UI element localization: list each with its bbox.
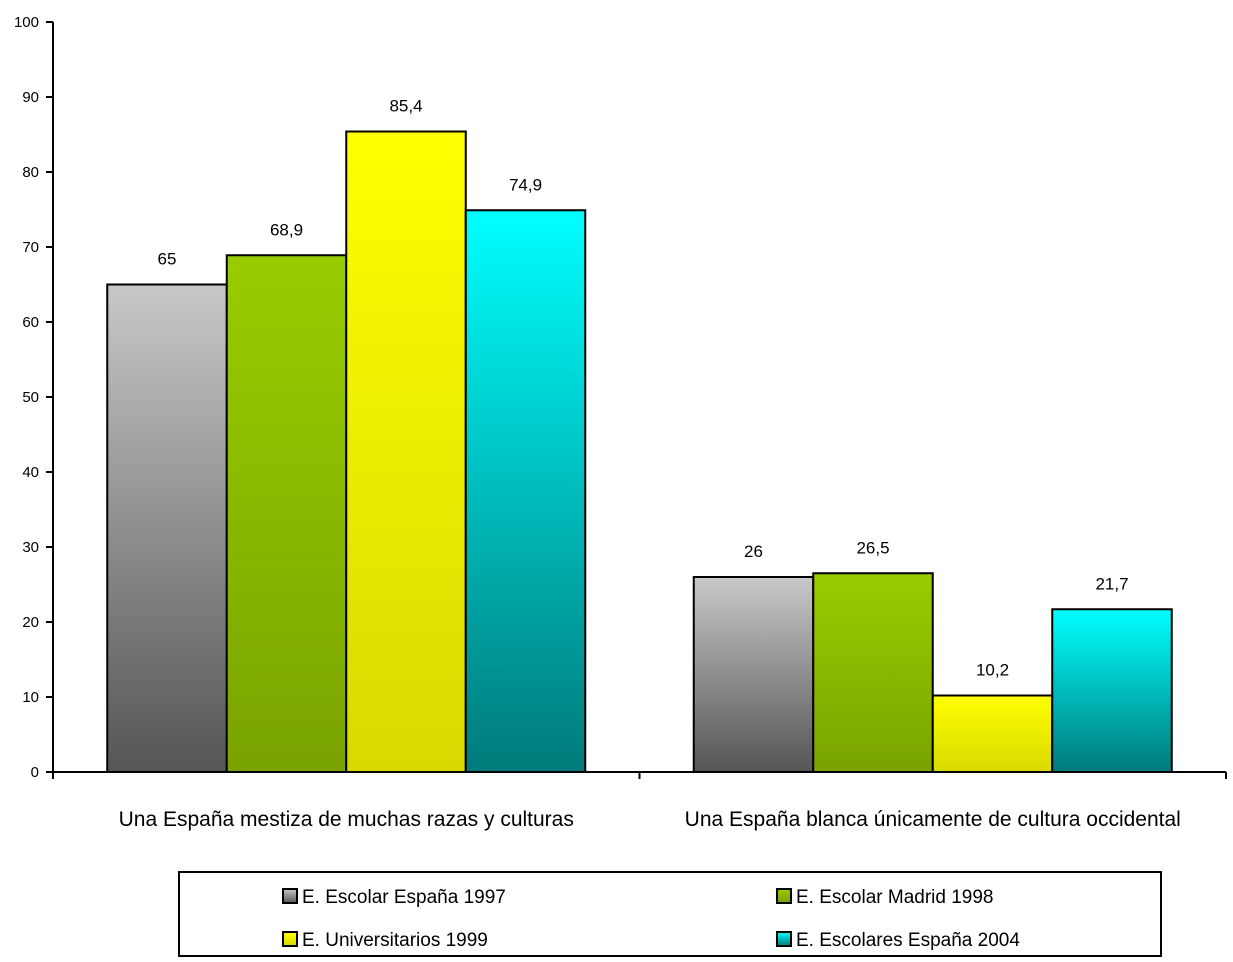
bar-1-cat-1 [106,283,228,773]
legend-swatch-3 [282,931,298,947]
bar-3-cat-2 [931,694,1054,773]
data-label-1-cat-1: 65 [158,250,177,269]
data-label-4-cat-2: 21,7 [1095,574,1128,593]
y-tick-label: 50 [22,389,39,406]
legend-label-1: E. Escolar España 1997 [302,887,506,908]
y-tick-label: 0 [31,764,39,781]
y-tick-label: 60 [22,314,39,331]
axes: Una España mestiza de muchas razas y cul… [14,14,1227,831]
x-tick-label-2: Una España blanca únicamente de cultura … [685,808,1181,831]
y-tick-label: 20 [22,614,39,631]
y-tick-label: 80 [22,164,39,181]
bar-4-cat-1 [464,209,587,773]
data-label-3-cat-2: 10,2 [976,661,1009,680]
bars-layer [106,130,1173,773]
bar-3-cat-1 [345,130,467,773]
y-tick-label: 30 [22,539,39,556]
y-tick-label: 90 [22,89,39,106]
legend-swatch-2 [776,888,792,904]
legend: E. Escolar España 1997 E. Escolar Madrid … [178,871,1162,957]
bar-4-cat-2 [1051,608,1173,773]
legend-label-4: E. Escolares España 2004 [796,930,1020,951]
y-tick-label: 100 [14,14,39,31]
data-label-4-cat-1: 74,9 [509,175,542,194]
y-tick-label: 10 [22,689,39,706]
data-labels: 65 68,9 85,4 74,9 26 26,5 10,2 21,7 [158,97,1129,680]
legend-label-3: E. Universitarios 1999 [302,930,488,951]
data-label-3-cat-1: 85,4 [389,97,422,116]
legend-label-2: E. Escolar Madrid 1998 [796,887,994,908]
data-label-1-cat-2: 26 [744,542,763,561]
x-tick-label-1: Una España mestiza de muchas razas y cul… [119,808,574,831]
data-label-2-cat-2: 26,5 [856,538,889,557]
legend-swatch-1 [282,888,298,904]
y-tick-label: 40 [22,464,39,481]
legend-swatch-4 [776,931,792,947]
data-label-2-cat-1: 68,9 [270,220,303,239]
bar-2-cat-2 [812,572,934,773]
bar-2-cat-1 [225,254,348,773]
legend-box [178,871,1162,957]
bar-1-cat-2 [692,576,815,773]
y-tick-label: 70 [22,239,39,256]
